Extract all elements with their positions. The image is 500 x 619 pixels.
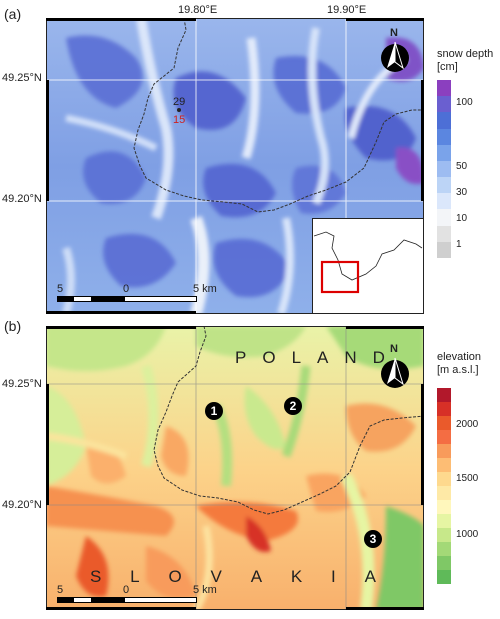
colorbar-step [437,500,451,514]
north-arrow-icon [381,41,409,72]
colorbar-step [437,80,451,97]
scalebar-b-left: 5 [57,584,64,596]
panel-b-label: (b) [4,318,22,334]
poland-letter: D [372,348,385,367]
north-label: N [390,343,398,355]
panel-a-lat-tick-1: 49.25°N [2,72,42,84]
north-label: N [390,27,398,39]
legend-b-label-1500: 1500 [456,473,479,484]
colorbar-step [437,472,451,486]
slovakia-letter: O [168,567,182,586]
legend-b-label-2000: 2000 [456,419,479,430]
colorbar-step [437,402,451,416]
legend-b-label-1000: 1000 [456,529,479,540]
legend-a-title-text: snow depth [437,48,494,60]
panel-b-lat-tick-2: 49.20°N [2,499,42,511]
country-label-slovakia: S L O V A K I A [90,567,376,587]
colorbar-step [437,225,451,242]
colorbar-step [437,160,451,178]
colorbar-step [437,444,451,458]
panel-a-lat-tick-2: 49.20°N [2,193,42,205]
snow-depth-map [46,18,424,314]
slovakia-letter: L [130,567,140,586]
station-value-bottom: 15 [173,114,186,126]
legend-b-title-text: elevation [437,351,482,363]
country-label-poland: P O L A N D [235,348,385,368]
colorbar-step [437,177,451,194]
colorbar-step [437,458,451,472]
legend-a-label-30: 30 [456,187,468,198]
legend-a-label-1: 1 [456,239,462,250]
site-marker-2: 2 [284,397,302,415]
panel-a-lon-tick-1: 19.80°E [178,4,218,16]
border-line [153,326,424,515]
station-marker [177,108,181,112]
slovakia-letter: K [290,567,303,586]
panel-a-label: (a) [4,6,22,22]
scalebar-a [57,296,197,302]
colorbar-step [437,430,451,444]
legend-a-title: snow depth [cm] [437,48,493,74]
slovakia-letter: I [331,567,336,586]
poland-letter: L [291,348,302,367]
colorbar-step [437,193,451,210]
legend-a-colorbar [437,80,451,258]
poland-letter: P [235,348,247,367]
colorbar-step [437,241,451,258]
scalebar-b [57,597,197,603]
panel-a-lon-tick-2: 19.90°E [327,4,367,16]
colorbar-step [437,542,451,556]
site-marker-1: 1 [205,402,223,420]
colorbar-step [437,416,451,430]
scalebar-b-mid: 0 [123,584,130,596]
scalebar-a-right: 5 km [193,283,217,295]
north-arrow-icon [381,357,409,388]
colorbar-step [437,128,451,145]
colorbar-step [437,388,451,402]
slovakia-letter: A [364,567,376,586]
slovakia-letter: S [90,567,102,586]
legend-a-label-10: 10 [456,213,468,224]
poland-letter: O [262,348,276,367]
site-marker-3: 3 [364,530,382,548]
poland-letter: A [317,348,329,367]
legend-b-title: elevation [m a.s.l.] [437,351,481,377]
scalebar-a-mid: 0 [123,283,130,295]
legend-a-label-100: 100 [456,97,473,108]
legend-b-unit: [m a.s.l.] [437,364,479,376]
elevation-map [46,326,424,610]
colorbar-step [437,486,451,500]
colorbar-step [437,96,451,113]
inset-map [312,218,424,314]
poland-letter: N [344,348,357,367]
station-value-top: 29 [173,96,186,108]
inset-extent-box [320,260,360,294]
colorbar-step [437,112,451,129]
border-line [133,18,424,213]
colorbar-step [437,528,451,542]
colorbar-step [437,144,451,161]
scalebar-a-left: 5 [57,283,64,295]
colorbar-step [437,556,451,570]
legend-a-unit: [cm] [437,61,458,73]
scalebar-b-right: 5 km [193,584,217,596]
slovakia-letter: A [250,567,263,586]
panel-b-lat-tick-1: 49.25°N [2,378,42,390]
legend-a-label-50: 50 [456,161,468,172]
colorbar-step [437,514,451,528]
slovakia-letter: V [210,567,222,586]
colorbar-step [437,209,451,226]
colorbar-step [437,570,451,584]
legend-b-colorbar [437,388,451,584]
